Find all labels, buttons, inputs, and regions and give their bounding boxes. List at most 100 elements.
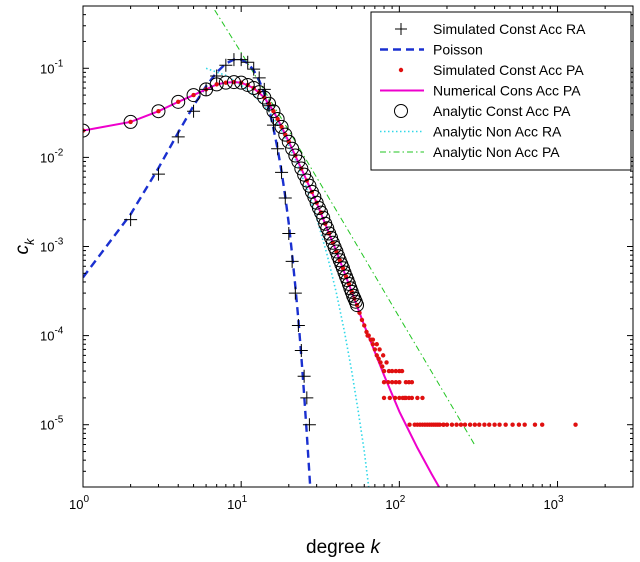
legend-swatch xyxy=(394,104,408,118)
data-point xyxy=(364,329,369,335)
data-point xyxy=(458,422,464,427)
data-point xyxy=(397,395,402,401)
data-point xyxy=(420,395,425,401)
data-point xyxy=(492,422,497,427)
data-point xyxy=(337,258,342,263)
data-point xyxy=(372,347,378,352)
data-point xyxy=(362,323,367,328)
data-point xyxy=(316,210,331,225)
data-point xyxy=(516,422,522,427)
data-point xyxy=(191,92,196,98)
data-point xyxy=(234,75,249,90)
legend-entry: Analytic Non Acc PA xyxy=(380,144,560,160)
data-point xyxy=(219,58,233,72)
data-point xyxy=(429,422,434,427)
legend-label: Simulated Const Acc PA xyxy=(433,62,584,78)
data-point xyxy=(83,123,90,138)
legend-entry: Numerical Cons Acc PA xyxy=(380,83,581,99)
x-tick-label: 101 xyxy=(227,494,247,512)
data-point xyxy=(482,422,487,427)
series-simulated-const-acc-ra xyxy=(124,53,316,432)
data-point xyxy=(278,191,292,205)
data-point xyxy=(380,353,386,358)
data-point xyxy=(389,380,395,385)
data-point xyxy=(441,422,446,427)
data-point xyxy=(365,333,370,338)
data-point xyxy=(487,422,492,427)
legend-label: Simulated Const Acc RA xyxy=(433,21,586,37)
data-point xyxy=(266,104,281,119)
data-point xyxy=(252,71,266,85)
legend-label: Analytic Non Acc RA xyxy=(433,124,562,140)
series-analytic-non-acc-ra xyxy=(205,67,370,487)
data-point xyxy=(370,342,376,347)
data-point xyxy=(297,369,311,383)
data-point xyxy=(370,337,376,342)
data-point xyxy=(199,82,213,96)
data-point xyxy=(266,118,280,132)
data-point xyxy=(477,422,482,427)
data-point xyxy=(151,104,166,119)
data-point xyxy=(291,318,305,332)
legend-swatch xyxy=(395,23,407,35)
y-tick-label: 10-1 xyxy=(40,58,64,76)
data-point xyxy=(377,347,382,352)
data-point xyxy=(257,82,271,96)
data-point xyxy=(294,344,308,358)
data-point xyxy=(374,353,379,358)
y-axis-label: ck xyxy=(12,237,37,255)
data-point xyxy=(433,422,439,427)
data-point xyxy=(282,226,296,240)
data-point xyxy=(275,165,289,179)
data-point xyxy=(302,418,316,432)
data-point xyxy=(171,94,186,109)
data-point xyxy=(218,75,233,90)
data-point xyxy=(415,422,420,427)
data-point xyxy=(510,422,515,427)
data-point xyxy=(403,380,409,385)
data-point xyxy=(214,82,219,87)
data-point xyxy=(381,395,387,401)
plot-content xyxy=(83,9,578,487)
data-point xyxy=(350,298,365,313)
data-point xyxy=(380,364,385,369)
data-point xyxy=(262,99,276,113)
data-point xyxy=(467,422,473,427)
data-point xyxy=(128,119,133,125)
data-point xyxy=(186,88,201,103)
series-analytic-non-acc-pa xyxy=(214,9,476,446)
y-tick-label: 10-2 xyxy=(40,147,64,165)
x-tick-label: 103 xyxy=(544,494,564,512)
x-tick-label: 102 xyxy=(385,494,405,512)
data-point xyxy=(532,422,538,427)
data-point xyxy=(384,360,389,365)
legend-swatch xyxy=(398,67,404,73)
data-point xyxy=(392,395,398,401)
data-point xyxy=(274,119,289,134)
data-point xyxy=(171,130,185,144)
data-point xyxy=(503,422,508,427)
data-point xyxy=(210,69,224,83)
data-point xyxy=(247,62,261,76)
data-point xyxy=(271,142,285,156)
legend-entry: Simulated Const Acc RA xyxy=(395,21,586,37)
data-point xyxy=(437,422,442,427)
data-point xyxy=(285,141,300,156)
x-tick-label: 100 xyxy=(69,494,89,512)
legend-entry: Simulated Const Acc PA xyxy=(398,62,584,78)
series-line xyxy=(205,67,370,487)
ticks: 100 101 102 103 10-1 10-2 10-3 10-4 10-5 xyxy=(40,5,634,512)
series-analytic-const-acc-pa xyxy=(83,75,365,313)
x-axis-label: degree k xyxy=(306,537,381,558)
data-point xyxy=(573,422,578,427)
data-point xyxy=(281,134,296,149)
series-simulated-const-acc-pa xyxy=(83,79,578,427)
data-point xyxy=(444,422,450,427)
data-point xyxy=(420,422,425,427)
data-point xyxy=(389,368,395,374)
data-point xyxy=(279,124,284,130)
data-point xyxy=(241,55,255,69)
series-line xyxy=(214,9,476,446)
legend-entry: Analytic Non Acc RA xyxy=(380,124,562,140)
data-point xyxy=(226,75,241,90)
